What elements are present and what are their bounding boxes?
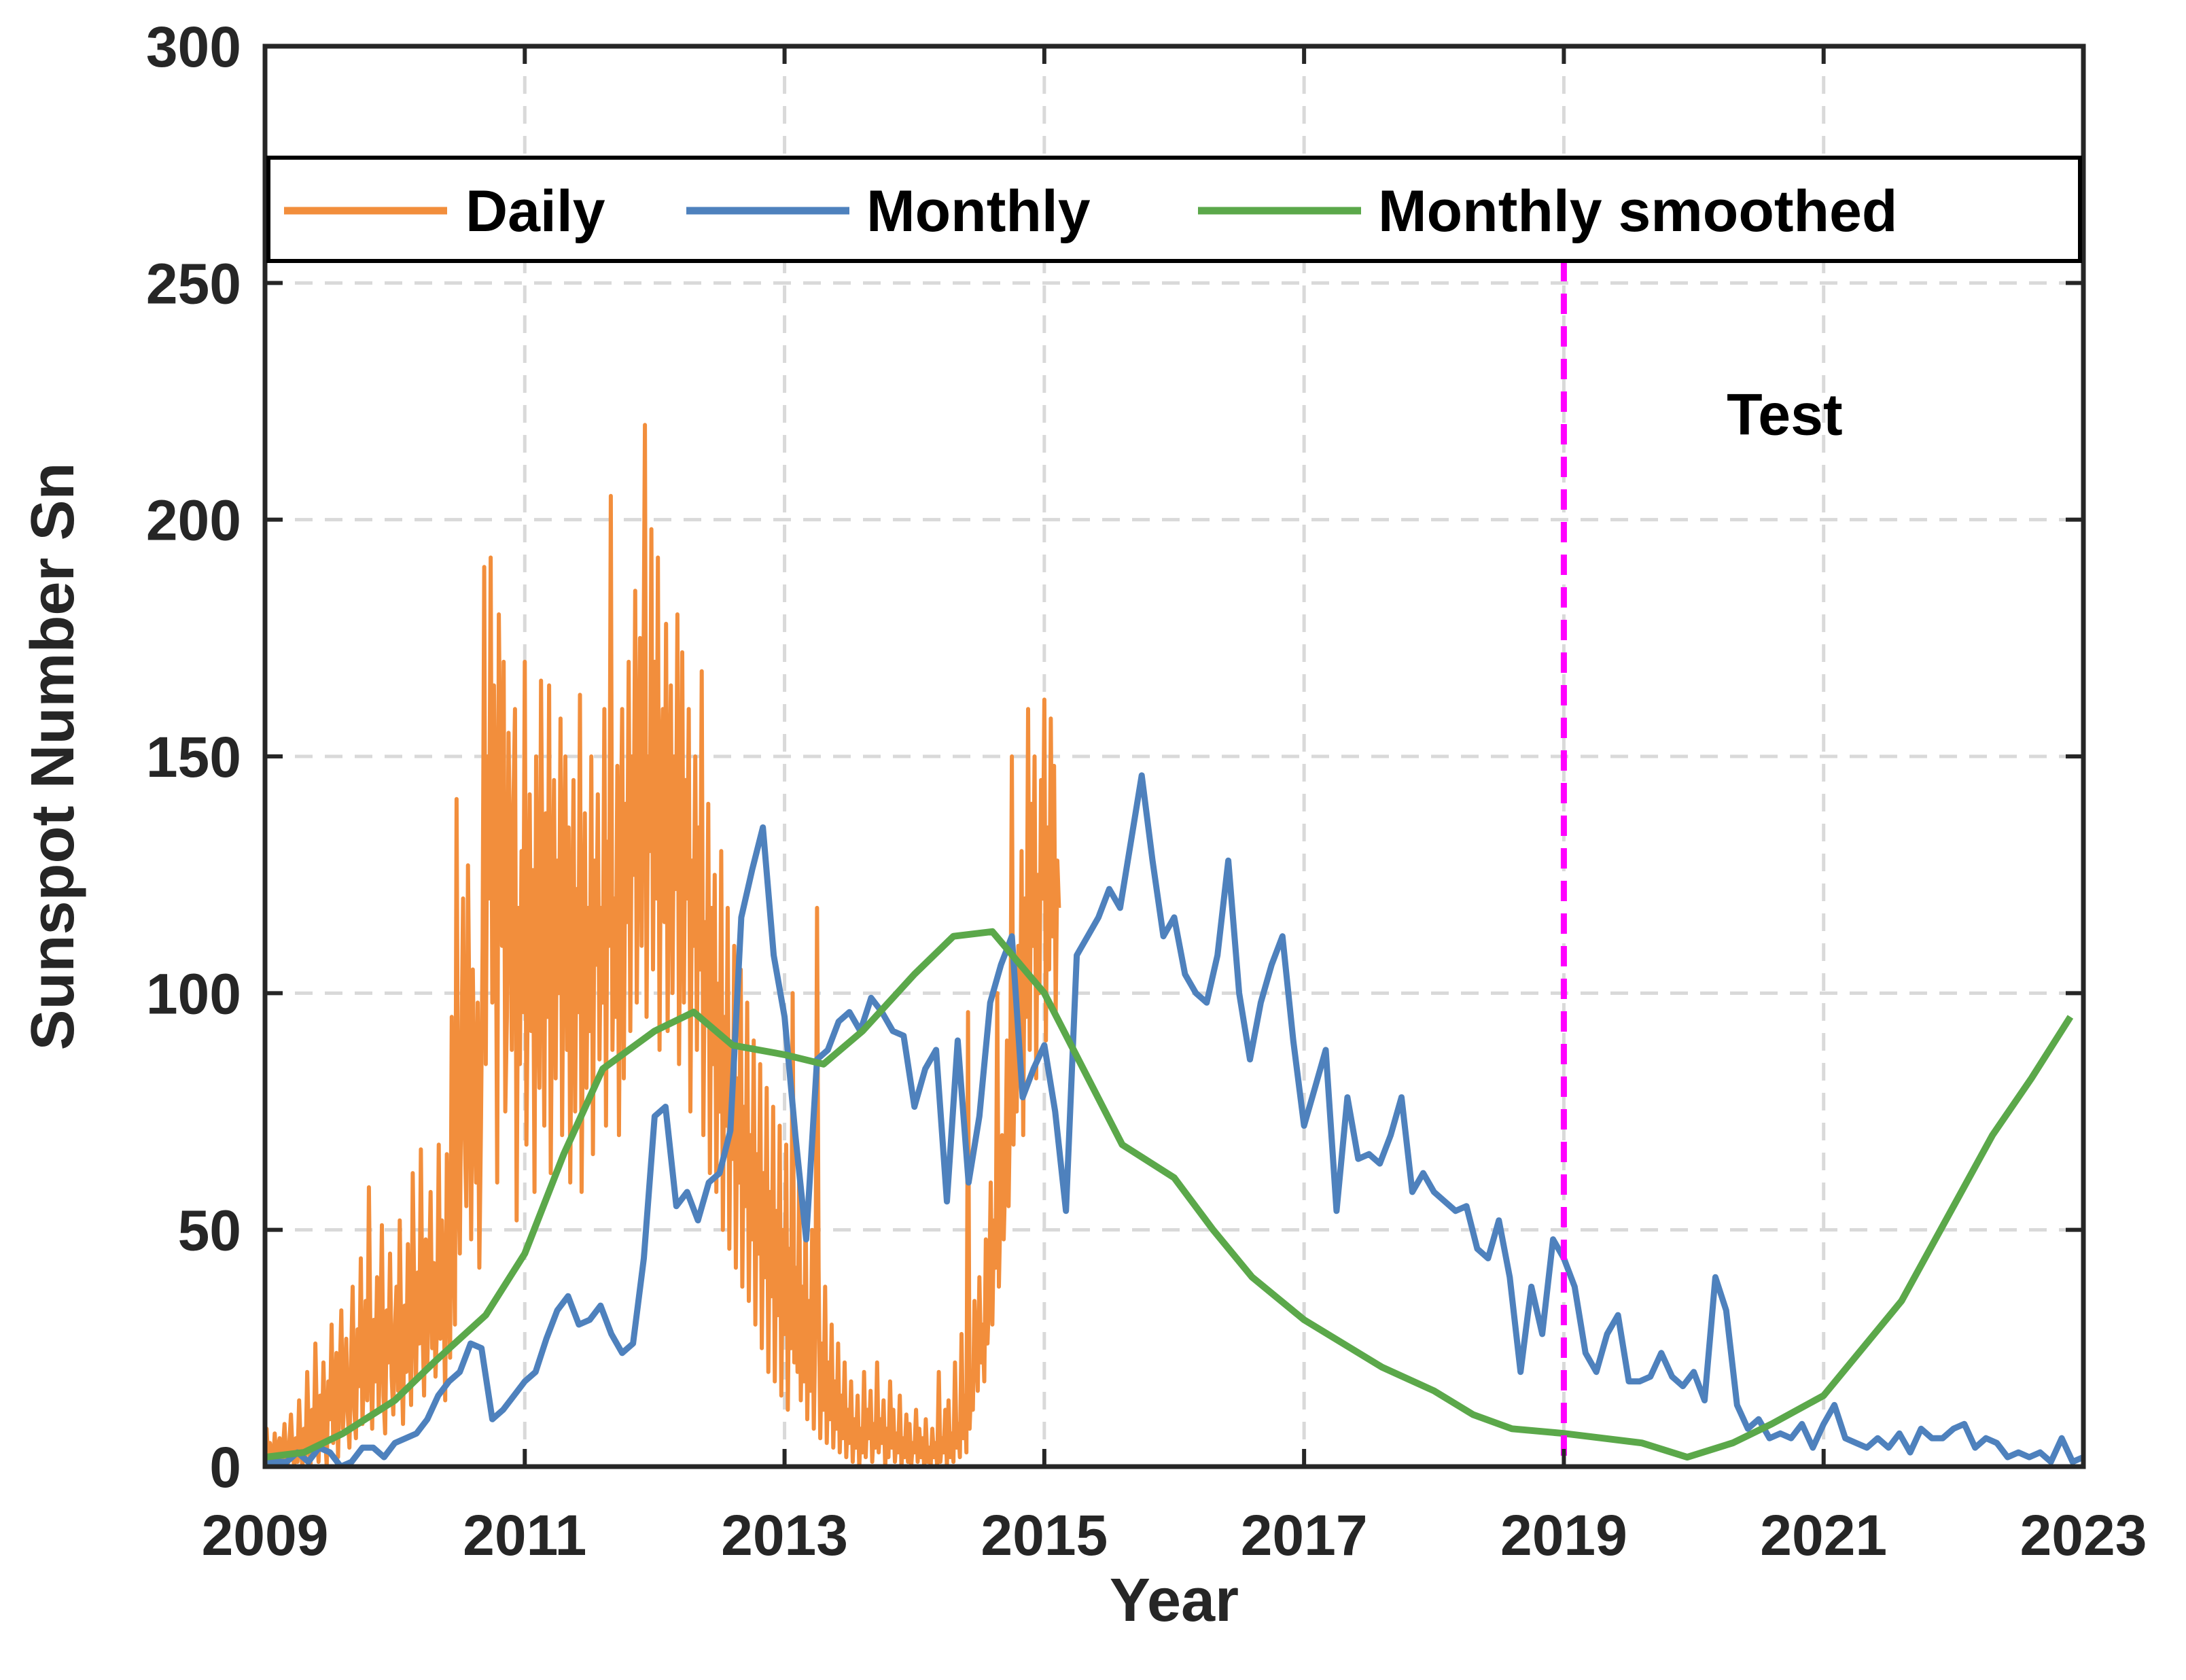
legend-label-monthly: Monthly xyxy=(866,179,1091,244)
series-monthly-smoothed-line xyxy=(265,928,2074,1461)
series-layer xyxy=(265,423,2083,1467)
y-tick-label: 0 xyxy=(209,1435,241,1499)
legend: Daily Monthly Monthly smoothed xyxy=(266,156,2082,263)
y-tick-label: 300 xyxy=(146,15,241,79)
x-axis-title: Year xyxy=(1110,1567,1239,1634)
legend-label-monthly-smoothed: Monthly smoothed xyxy=(1378,179,1897,244)
x-tick-label: 2013 xyxy=(721,1503,848,1567)
y-tick-label: 50 xyxy=(178,1199,241,1263)
y-tick-label: 100 xyxy=(146,962,241,1026)
legend-label-daily: Daily xyxy=(465,179,605,244)
y-tick-label: 200 xyxy=(146,489,241,553)
x-tick-label: 2015 xyxy=(981,1503,1108,1567)
x-tick-label: 2009 xyxy=(202,1503,329,1567)
y-tick-label: 250 xyxy=(146,251,241,315)
series-monthly-line xyxy=(265,772,2083,1467)
x-tick-label: 2017 xyxy=(1241,1503,1368,1567)
series-daily-line xyxy=(265,423,1061,1467)
ticks xyxy=(263,44,2085,1469)
y-tick-label: 150 xyxy=(146,725,241,789)
y-axis-title: Sunspot Number Sn xyxy=(19,462,87,1050)
x-tick-label: 2023 xyxy=(2020,1503,2147,1567)
x-tick-label: 2011 xyxy=(463,1503,586,1567)
legend-box xyxy=(266,156,2082,263)
x-tick-label: 2021 xyxy=(1760,1503,1887,1567)
tick-labels: 2009 2011 2013 2015 2017 2019 2021 2023 0 50 100 15… xyxy=(146,15,2147,1567)
x-tick-label: 2019 xyxy=(1500,1503,1627,1567)
test-annotation: Test xyxy=(1727,382,1842,447)
